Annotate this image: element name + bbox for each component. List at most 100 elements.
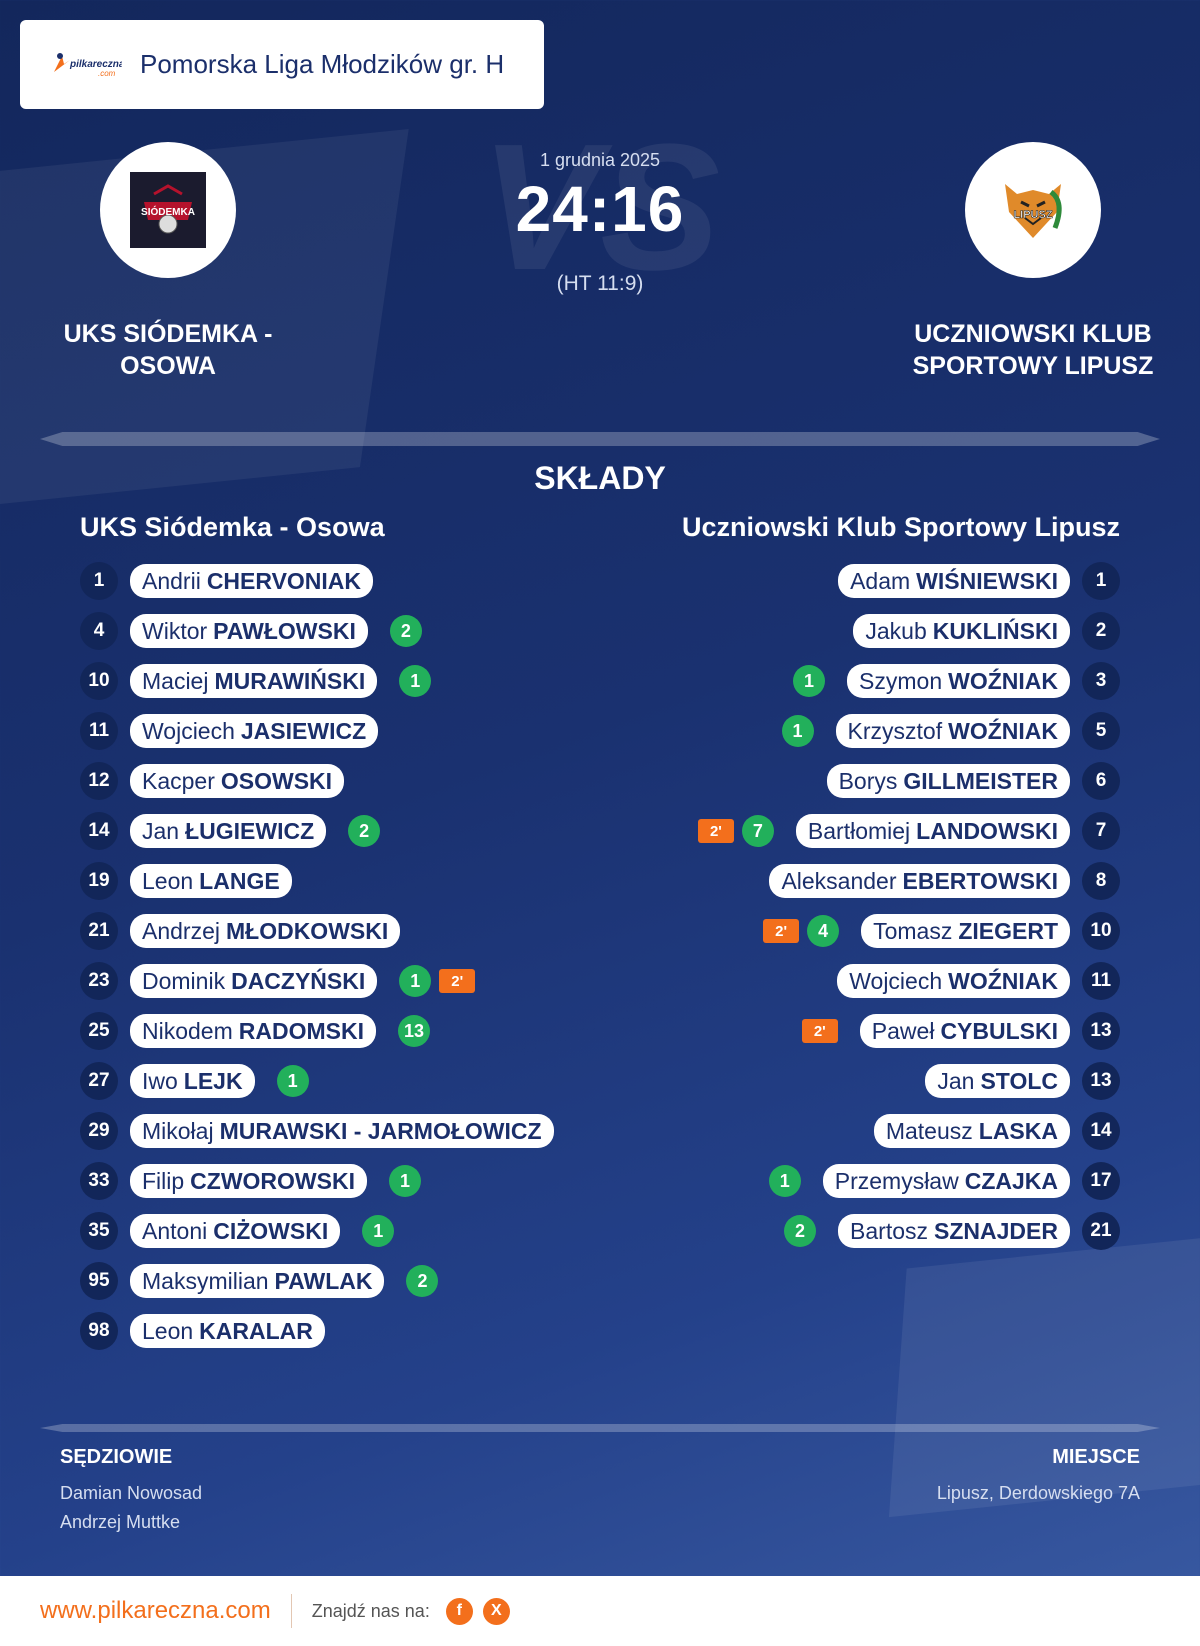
player-first-name: Jan	[142, 817, 180, 844]
player-last-name: LANGE	[199, 867, 280, 894]
footer-separator	[290, 1594, 292, 1628]
player-last-name: CZAJKA	[964, 1167, 1058, 1194]
player-name: Andrii CHERVONIAK	[130, 564, 374, 598]
shirt-number: 2	[1082, 612, 1120, 650]
player-last-name: JASIEWICZ	[240, 717, 367, 744]
goals-badge: 1	[362, 1215, 395, 1247]
player-first-name: Bartosz	[850, 1217, 929, 1244]
player-name: Maciej MURAWIŃSKI	[130, 664, 378, 698]
home-roster: 1 Andrii CHERVONIAK 4 Wiktor PAWŁOWSKI 2 10 Maci…	[80, 556, 554, 1356]
league-header: pilkareczna .com Pomorska Liga Młodzików…	[20, 20, 544, 109]
away-roster: 1 Adam WIŚNIEWSKI 2 Jakub KUKLIŃSKI 3 Szymon WOŹ…	[697, 556, 1120, 1256]
player-last-name: EBERTOWSKI	[902, 867, 1058, 894]
player-name: Dominik DACZYŃSKI	[130, 964, 378, 998]
home-lineup-title: UKS Siódemka - Osowa	[80, 512, 385, 542]
player-first-name: Filip	[142, 1167, 185, 1194]
player-row: 19 Leon LANGE	[80, 856, 554, 906]
player-name: Krzysztof WOŹNIAK	[835, 714, 1070, 748]
player-last-name: MURAWIŃSKI	[214, 667, 366, 694]
player-row: 7 Bartłomiej LANDOWSKI 7 2'	[697, 806, 1120, 856]
goals-badge: 1	[781, 715, 814, 747]
shirt-number: 11	[80, 712, 118, 750]
player-row: 17 Przemysław CZAJKA 1	[698, 1156, 1120, 1206]
x-twitter-icon[interactable]: X	[482, 1597, 510, 1625]
player-row: 98 Leon KARALAR	[80, 1306, 554, 1356]
player-row: 11 Wojciech WOŹNIAK	[698, 956, 1120, 1006]
shirt-number: 6	[1082, 762, 1120, 800]
shirt-number: 3	[1082, 662, 1120, 700]
goals-badge: 2	[784, 1215, 817, 1247]
player-name: Bartłomiej LANDOWSKI	[795, 814, 1070, 848]
player-row: 14 Mateusz LASKA	[698, 1106, 1120, 1156]
player-name: Filip CZWOROWSKI	[130, 1164, 367, 1198]
player-last-name: DACZYŃSKI	[231, 967, 366, 994]
shirt-number: 11	[1082, 962, 1120, 1000]
shirt-number: 13	[1082, 1062, 1120, 1100]
player-name: Nikodem RADOMSKI	[130, 1014, 376, 1048]
player-name: Wojciech JASIEWICZ	[130, 714, 379, 748]
player-last-name: CHERVONIAK	[206, 567, 362, 594]
player-last-name: MURAWSKI - JARMOŁOWICZ	[219, 1117, 542, 1144]
shirt-number: 10	[80, 662, 118, 700]
shirt-number: 95	[80, 1262, 118, 1300]
venue-address: Lipusz, Derdowskiego 7A	[936, 1483, 1140, 1503]
player-first-name: Maksymilian	[142, 1267, 269, 1294]
player-name: Bartosz SZNAJDER	[838, 1214, 1070, 1248]
player-row: 21 Andrzej MŁODKOWSKI	[80, 906, 554, 956]
away-lineup-title: Uczniowski Klub Sportowy Lipusz	[681, 512, 1120, 542]
shirt-number: 17	[1082, 1162, 1120, 1200]
suspension-badge: 2'	[763, 919, 800, 943]
player-row: 2 Jakub KUKLIŃSKI	[698, 606, 1120, 656]
player-first-name: Mateusz	[885, 1117, 973, 1144]
player-name: Szymon WOŹNIAK	[847, 664, 1070, 698]
facebook-icon[interactable]: f	[445, 1597, 473, 1625]
player-last-name: CZWOROWSKI	[190, 1167, 355, 1194]
divider	[40, 432, 1160, 446]
shirt-number: 7	[1082, 812, 1120, 850]
shirt-number: 10	[1082, 912, 1120, 950]
player-row: 14 Jan ŁUGIEWICZ 2	[80, 806, 554, 856]
svg-text:.com: .com	[98, 69, 116, 78]
website-link[interactable]: www.pilkareczna.com	[40, 1597, 271, 1624]
find-us-label: Znajdź nas na:	[311, 1600, 430, 1621]
shirt-number: 4	[80, 612, 118, 650]
shirt-number: 8	[1082, 862, 1120, 900]
player-last-name: ZIEGERT	[958, 917, 1058, 944]
player-row: 10 Tomasz ZIEGERT 4 2'	[698, 906, 1120, 956]
shirt-number: 25	[80, 1012, 118, 1050]
player-last-name: WOŹNIAK	[948, 717, 1058, 744]
suspension-badge: 2'	[697, 819, 734, 843]
final-score: 24:16	[515, 173, 685, 245]
shirt-number: 14	[80, 812, 118, 850]
player-first-name: Maciej	[142, 667, 209, 694]
player-row: 8 Aleksander EBERTOWSKI	[698, 856, 1120, 906]
referee-name: Damian Nowosad	[60, 1483, 203, 1503]
player-last-name: CYBULSKI	[940, 1017, 1058, 1044]
player-first-name: Antoni	[142, 1217, 208, 1244]
home-team-crest: SIÓDEMKA	[100, 142, 236, 278]
player-first-name: Aleksander	[781, 867, 897, 894]
player-last-name: RADOMSKI	[238, 1017, 364, 1044]
away-team-crest: LIPUSZ	[965, 142, 1101, 278]
shirt-number: 14	[1082, 1112, 1120, 1150]
player-first-name: Przemysław	[834, 1167, 959, 1194]
player-first-name: Leon	[142, 867, 194, 894]
player-last-name: PAWŁOWSKI	[213, 617, 356, 644]
player-first-name: Nikodem	[142, 1017, 233, 1044]
suspension-badge: 2'	[439, 969, 476, 993]
player-name: Jan ŁUGIEWICZ	[130, 814, 327, 848]
goals-badge: 1	[399, 965, 432, 997]
vs-watermark: VS	[480, 107, 721, 308]
svg-text:pilkareczna: pilkareczna	[69, 59, 122, 70]
player-first-name: Jakub	[865, 617, 927, 644]
player-row: 29 Mikołaj MURAWSKI - JARMOŁOWICZ	[80, 1106, 554, 1156]
player-last-name: GILLMEISTER	[903, 767, 1058, 794]
player-row: 25 Nikodem RADOMSKI 13	[80, 1006, 554, 1056]
player-name: Aleksander EBERTOWSKI	[769, 864, 1070, 898]
footer: www.pilkareczna.com Znajdź nas na: f X	[0, 1576, 1200, 1646]
player-last-name: SZNAJDER	[934, 1217, 1058, 1244]
referee-name: Andrzej Muttke	[60, 1512, 181, 1532]
player-name: Borys GILLMEISTER	[826, 764, 1070, 798]
shirt-number: 23	[80, 962, 118, 1000]
player-row: 11 Wojciech JASIEWICZ	[80, 706, 554, 756]
